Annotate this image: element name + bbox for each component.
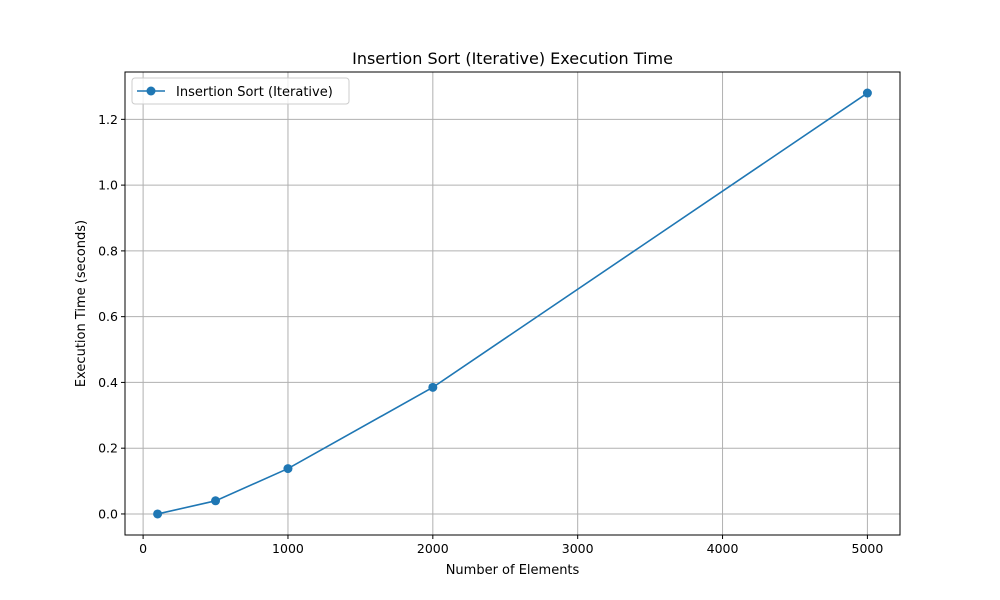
x-tick-label: 2000 (417, 541, 449, 556)
data-point (211, 496, 221, 506)
y-axis-label: Execution Time (seconds) (74, 220, 89, 387)
data-point (153, 509, 163, 519)
y-tick-label: 0.4 (98, 375, 118, 390)
x-tick-label: 1000 (272, 541, 304, 556)
chart-title: Insertion Sort (Iterative) Execution Tim… (352, 49, 673, 68)
y-tick-label: 0.2 (98, 441, 118, 456)
y-tick-label: 1.0 (98, 178, 118, 193)
series-layer (153, 88, 872, 519)
legend-label: Insertion Sort (Iterative) (176, 85, 333, 100)
y-tick-label: 1.2 (98, 112, 118, 127)
data-point (862, 88, 872, 98)
x-tick-label: 5000 (852, 541, 884, 556)
x-axis-label: Number of Elements (446, 563, 580, 578)
y-tick-label: 0.0 (98, 506, 118, 521)
legend: Insertion Sort (Iterative) (131, 77, 350, 105)
x-tick-label: 3000 (562, 541, 594, 556)
y-tick-label: 0.8 (98, 243, 118, 258)
tick-layer: 0 1000 2000 3000 4000 5000 0.0 0.2 0.4 0.6 0.8 1.0 1… (98, 112, 883, 556)
x-tick-label: 4000 (707, 541, 739, 556)
plot-area-frame (124, 71, 901, 536)
grid-layer (125, 72, 900, 535)
legend-box (131, 77, 350, 105)
legend-marker-swatch (146, 86, 156, 96)
data-point (283, 464, 293, 474)
y-tick-label: 0.6 (98, 309, 118, 324)
data-point (428, 382, 438, 392)
x-tick-label: 0 (139, 541, 147, 556)
